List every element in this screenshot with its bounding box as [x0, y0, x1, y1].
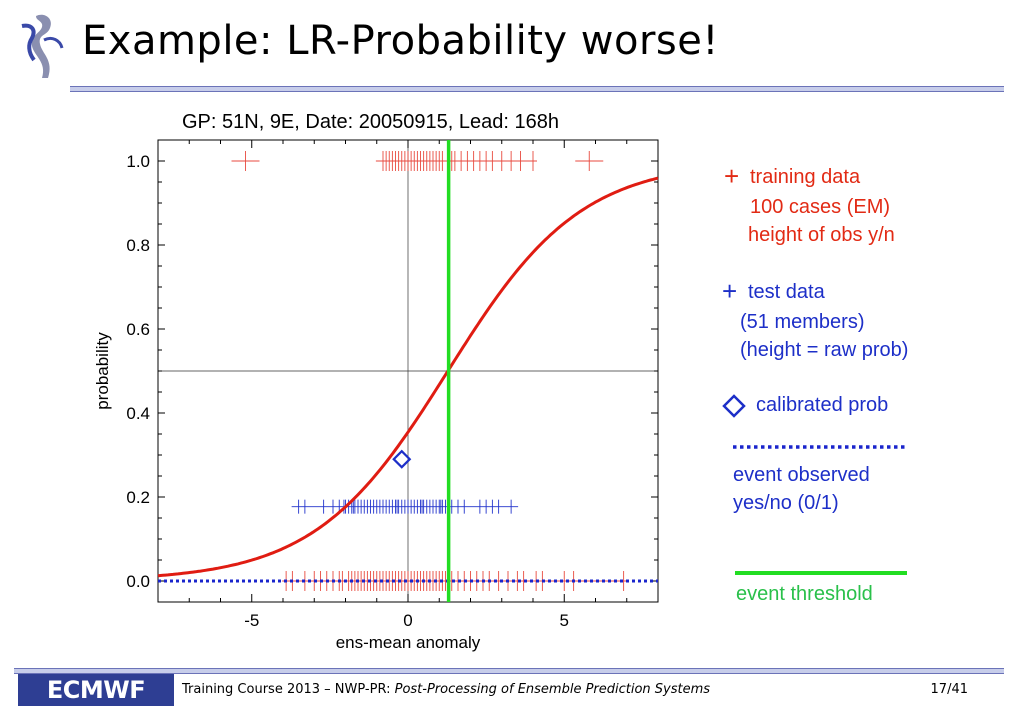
- threshold-legend-label: event threshold: [736, 583, 873, 605]
- logistic-curve: [157, 176, 659, 578]
- y-tick-label: 0.0: [126, 572, 150, 591]
- title-divider: [70, 86, 1004, 92]
- footer-divider: [14, 668, 1004, 674]
- diamond-icon: [722, 394, 746, 418]
- y-tick-label: 1.0: [126, 152, 150, 171]
- x-axis-label: ens-mean anomaly: [336, 633, 481, 652]
- test-legend-line2: (51 members): [740, 311, 865, 333]
- footer-text-prefix: Training Course 2013 – NWP-PR:: [182, 682, 395, 697]
- threshold-legend-line: [735, 571, 907, 575]
- page-number: 17/41: [930, 682, 968, 697]
- ecmwf-logo: ECMWF: [18, 674, 174, 706]
- observed-legend-line2: yes/no (0/1): [733, 492, 839, 514]
- y-tick-label: 0.8: [126, 236, 150, 255]
- x-tick-label: 0: [403, 611, 412, 630]
- observed-legend-line1: event observed: [733, 464, 870, 486]
- footer-text: Training Course 2013 – NWP-PR: Post-Proc…: [182, 682, 710, 697]
- x-tick-label: -5: [244, 611, 259, 630]
- y-tick-label: 0.4: [126, 404, 150, 423]
- y-tick-label: 0.6: [126, 320, 150, 339]
- training-legend-line2: 100 cases (EM): [750, 196, 891, 218]
- training-legend-symbol: +: [724, 161, 740, 191]
- calibrated-legend-label: calibrated prob: [756, 394, 889, 416]
- training-legend-line3: height of obs y/n: [748, 224, 895, 246]
- y-tick-label: 0.2: [126, 488, 150, 507]
- test-legend-symbol: +: [722, 276, 738, 306]
- training-legend-line1: training data: [750, 166, 861, 188]
- ecmwf-logo-text: ECMWF: [46, 676, 146, 704]
- x-tick-label: 5: [560, 611, 569, 630]
- ecmwf-figure-logo: [21, 14, 64, 78]
- footer-text-title: Post-Processing of Ensemble Prediction S…: [394, 682, 711, 697]
- test-legend-line1: test data: [748, 281, 825, 303]
- test-legend-line3: (height = raw prob): [740, 339, 909, 361]
- chart-title: GP: 51N, 9E, Date: 20050915, Lead: 168h: [182, 111, 559, 133]
- slide-title: Example: LR-Probability worse!: [82, 18, 719, 64]
- observed-legend-line: [733, 445, 905, 449]
- calibrated-prob-point: [392, 449, 412, 469]
- y-axis-label: probability: [93, 332, 112, 410]
